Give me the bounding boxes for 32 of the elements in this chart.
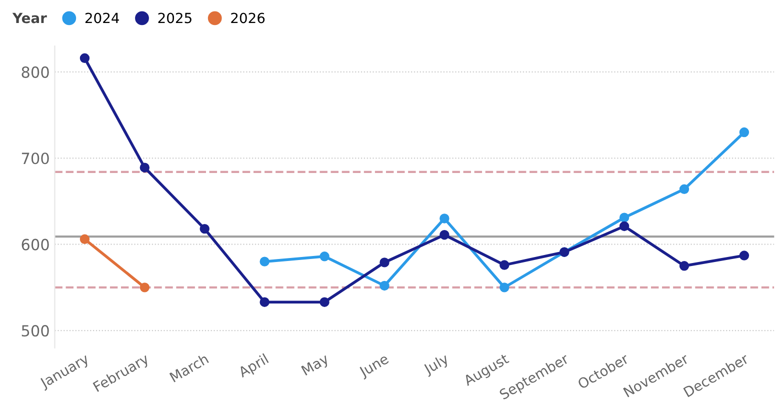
point (320, 252, 330, 262)
point (500, 260, 510, 270)
point (500, 282, 510, 292)
x-tick-label: June (358, 353, 391, 380)
y-tick-label: 500 (22, 324, 49, 337)
legend-label: 2026 (231, 12, 265, 24)
y-tick-label: 700 (22, 152, 49, 164)
point (440, 230, 450, 240)
point (440, 214, 450, 224)
x-tick-label: May (301, 353, 331, 378)
point (200, 224, 210, 234)
point (739, 127, 750, 138)
legend-label: 2024 (85, 12, 119, 24)
point (320, 297, 330, 307)
legend-title: Year (12, 12, 47, 24)
y-tick-label: 600 (22, 238, 49, 250)
x-tick-label: July (422, 352, 451, 378)
point (140, 282, 150, 292)
point (679, 184, 690, 194)
point (80, 234, 90, 244)
point (80, 53, 90, 64)
point (619, 212, 630, 222)
point (140, 162, 150, 172)
point (380, 258, 390, 268)
point (739, 250, 750, 260)
y-tick-label: 800 (22, 66, 49, 78)
point (260, 256, 270, 266)
point (260, 297, 270, 307)
legend-label: 2025 (158, 12, 192, 24)
point (679, 261, 690, 271)
point (619, 221, 630, 232)
point (380, 280, 390, 291)
